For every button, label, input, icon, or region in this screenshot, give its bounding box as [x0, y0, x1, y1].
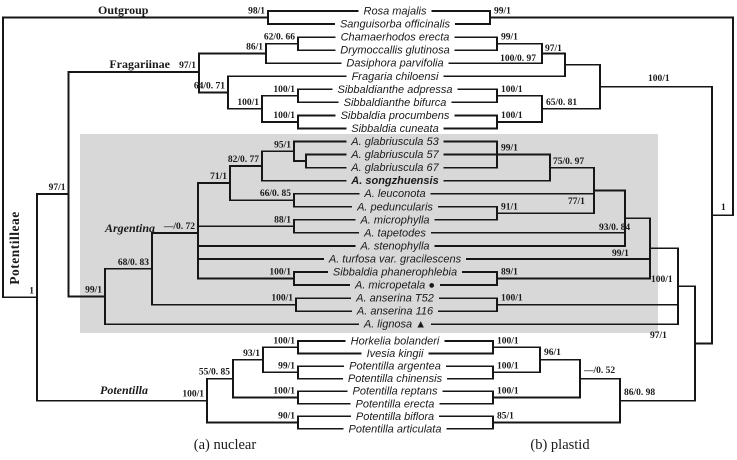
support-value: 97/1: [49, 183, 66, 193]
support-value: 95/1: [274, 140, 291, 150]
support-value: 86/1: [246, 42, 263, 52]
support-value: 99/1: [501, 33, 518, 43]
taxon-label: Potentilla biflora: [356, 411, 434, 423]
clade-label-outgroup: Outgroup: [98, 3, 149, 17]
support-value: 62/0. 66: [264, 33, 295, 43]
support-value: 100/1: [273, 336, 295, 346]
taxon-label: Potentilla chinensis: [348, 373, 443, 385]
clade-label-potentilleae: Potentilleae: [7, 211, 22, 284]
taxon-label: Rosa majalis: [364, 6, 427, 18]
support-value: 97/1: [545, 44, 562, 54]
support-value: 100/1: [497, 336, 519, 346]
taxon-label: A. anserina 116: [356, 306, 434, 318]
support-value: 100/1: [271, 294, 293, 304]
taxon-label: Sibbaldia cuneata: [351, 123, 438, 135]
support-value: 100/1: [182, 390, 204, 400]
support-value: 1: [721, 203, 726, 213]
support-value: 68/0. 83: [118, 258, 149, 268]
caption-nuclear: (a) nuclear: [193, 437, 257, 453]
support-value: 99/1: [494, 7, 511, 17]
taxon-label: A. micropetala ●: [354, 280, 435, 292]
support-value: 85/1: [497, 412, 514, 422]
taxon-label: A. turfosa var. gracilescens: [328, 253, 462, 265]
clade-label-potentilla: Potentilla: [100, 383, 148, 397]
taxon-label: Horkelia bolanderi: [351, 336, 440, 348]
support-value: 77/1: [568, 197, 585, 207]
support-value: 64/0. 71: [194, 82, 225, 92]
support-value: 75/0. 97: [553, 157, 584, 167]
taxon-label: Sanguisorba officinalis: [340, 19, 451, 31]
support-value: —/0. 72: [163, 222, 195, 232]
taxon-label: Sibbaldianthe bifurca: [344, 97, 447, 109]
taxon-label: A. stenophylla: [359, 240, 429, 252]
support-value: 100/1: [273, 111, 295, 121]
support-value: 100/0. 97: [500, 54, 536, 64]
support-value: —/0. 52: [583, 366, 615, 376]
taxon-label: Drymoccallis glutinosa: [340, 45, 449, 57]
support-value: 98/1: [248, 7, 265, 17]
support-value: 86/0. 98: [624, 388, 655, 398]
support-value: 100/1: [501, 111, 523, 121]
taxon-label: A. lignosa ▲: [363, 319, 426, 331]
taxon-label: A. microphylla: [359, 214, 429, 226]
caption-plastid: (b) plastid: [530, 437, 590, 453]
support-value: 100/1: [651, 275, 673, 285]
support-value: 55/0. 85: [199, 368, 230, 378]
support-value: 88/1: [274, 215, 291, 225]
support-value: 90/1: [278, 412, 295, 422]
support-value: 100/1: [497, 386, 519, 396]
support-value: 82/0. 77: [228, 155, 259, 165]
taxon-label: A. leuconota: [363, 188, 425, 200]
taxon-label: A. peduncularis: [356, 201, 433, 213]
support-value: 100/1: [237, 98, 259, 108]
support-value: 99/1: [501, 144, 518, 154]
taxon-label: A. tapetodes: [363, 227, 426, 239]
taxon-label: Potentilla erecta: [356, 398, 435, 410]
support-value: 99/1: [612, 249, 629, 259]
support-value: 96/1: [544, 348, 561, 358]
taxon-label: Ivesia kingii: [367, 348, 424, 360]
taxon-label: A. glabriuscula 67: [350, 162, 439, 174]
support-value: 71/1: [210, 172, 227, 182]
support-value: 89/1: [501, 268, 518, 278]
support-value: 100/1: [648, 74, 670, 84]
clade-label-argentina: Argentina: [104, 221, 155, 235]
taxon-label: Sibbaldia procumbens: [341, 110, 450, 122]
taxon-label: Sibbaldia phanerophlebia: [333, 267, 457, 279]
support-value: 100/1: [501, 294, 523, 304]
taxon-label: A. songzhuensis: [350, 175, 438, 187]
support-value: 91/1: [501, 202, 518, 212]
support-value: 93/0. 84: [599, 223, 630, 233]
taxon-label: Sibbaldianthe adpressa: [338, 84, 453, 96]
support-value: 66/0. 85: [260, 189, 291, 199]
support-value: 100/1: [273, 85, 295, 95]
clade-label-fragariinae: Fragariinae: [109, 57, 170, 71]
taxon-label: Potentilla reptans: [353, 386, 438, 398]
support-value: 100/1: [273, 386, 295, 396]
support-value: 97/1: [179, 61, 196, 71]
taxon-label: Chamaerhodos erecta: [341, 32, 450, 44]
support-value: 93/1: [243, 349, 260, 359]
support-value: 1: [29, 286, 34, 296]
support-value: 100/1: [501, 85, 523, 95]
support-value: 97/1: [650, 331, 667, 341]
taxon-label: Fragaria chiloensi: [352, 71, 439, 83]
taxon-label: A. glabriuscula 57: [350, 149, 439, 161]
support-value: 100/1: [269, 268, 291, 278]
taxon-label: A. anserina T52: [355, 293, 434, 305]
support-value: 100/1: [497, 361, 519, 371]
taxon-label: Potentilla argentea: [349, 361, 441, 373]
taxon-label: A. glabriuscula 53: [350, 136, 439, 148]
support-value: 99/1: [278, 361, 295, 371]
support-value: 99/1: [85, 286, 102, 296]
taxon-label: Dasiphora parvifolia: [346, 58, 443, 70]
taxon-label: Potentilla articulata: [349, 423, 442, 435]
support-value: 65/0. 81: [546, 98, 577, 108]
